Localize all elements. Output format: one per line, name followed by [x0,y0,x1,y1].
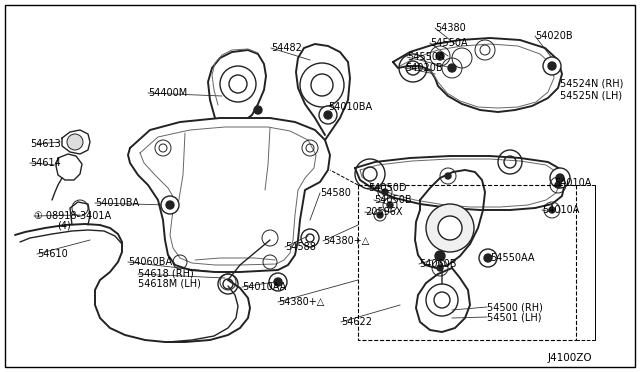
Text: (4): (4) [57,221,71,231]
Text: 54580: 54580 [320,188,351,198]
Circle shape [377,212,383,218]
Circle shape [161,196,179,214]
Text: 54020B: 54020B [405,63,443,73]
Text: 54500 (RH): 54500 (RH) [487,302,543,312]
Text: 54610: 54610 [37,249,68,259]
Text: 54010BA: 54010BA [95,198,139,208]
Circle shape [319,106,337,124]
Text: 54524N (RH): 54524N (RH) [560,79,623,89]
Text: 54482: 54482 [271,43,302,53]
Text: 54622: 54622 [341,317,372,327]
Circle shape [324,111,332,119]
Circle shape [556,174,564,182]
Circle shape [254,106,262,114]
Circle shape [382,189,388,195]
Text: 54618M (LH): 54618M (LH) [138,279,201,289]
Text: 54380+△: 54380+△ [323,236,369,246]
Text: 54050B: 54050B [374,195,412,205]
Circle shape [548,62,556,70]
Text: 20596X: 20596X [365,207,403,217]
Bar [358,185,576,340]
Text: 54020B: 54020B [535,31,573,41]
Text: 54050D: 54050D [368,183,406,193]
Circle shape [445,173,451,179]
Text: 54588: 54588 [285,242,316,252]
Circle shape [166,201,174,209]
Circle shape [274,278,282,286]
Circle shape [550,168,570,188]
Circle shape [448,64,456,72]
Circle shape [436,52,444,60]
Text: 54380: 54380 [435,23,466,33]
Text: 54060B: 54060B [419,259,456,269]
Text: ① 08918-3401A: ① 08918-3401A [34,211,111,221]
Text: 54400M: 54400M [148,88,188,98]
Circle shape [438,216,462,240]
Circle shape [555,182,561,188]
Text: 54380+△: 54380+△ [278,297,324,307]
Circle shape [543,57,561,75]
Text: 54614: 54614 [30,158,61,168]
Circle shape [437,265,443,271]
Text: 54010AA: 54010AA [242,282,286,292]
Circle shape [549,207,555,213]
Text: 54501 (LH): 54501 (LH) [487,312,541,322]
Text: 54550A: 54550A [430,38,468,48]
Text: 54525N (LH): 54525N (LH) [560,90,622,100]
Circle shape [435,251,445,261]
Text: 54010BA: 54010BA [328,102,372,112]
Text: 54010A: 54010A [554,178,591,188]
Text: 54550A: 54550A [407,52,445,62]
Text: 54010A: 54010A [542,205,579,215]
Text: 54613: 54613 [30,139,61,149]
Circle shape [484,254,492,262]
Text: 54550AA: 54550AA [490,253,534,263]
Circle shape [426,204,474,252]
Text: 54060BA: 54060BA [128,257,172,267]
Circle shape [67,134,83,150]
Circle shape [387,202,393,208]
Text: 54618 (RH): 54618 (RH) [138,269,194,279]
Text: J4100ZO: J4100ZO [548,353,593,363]
